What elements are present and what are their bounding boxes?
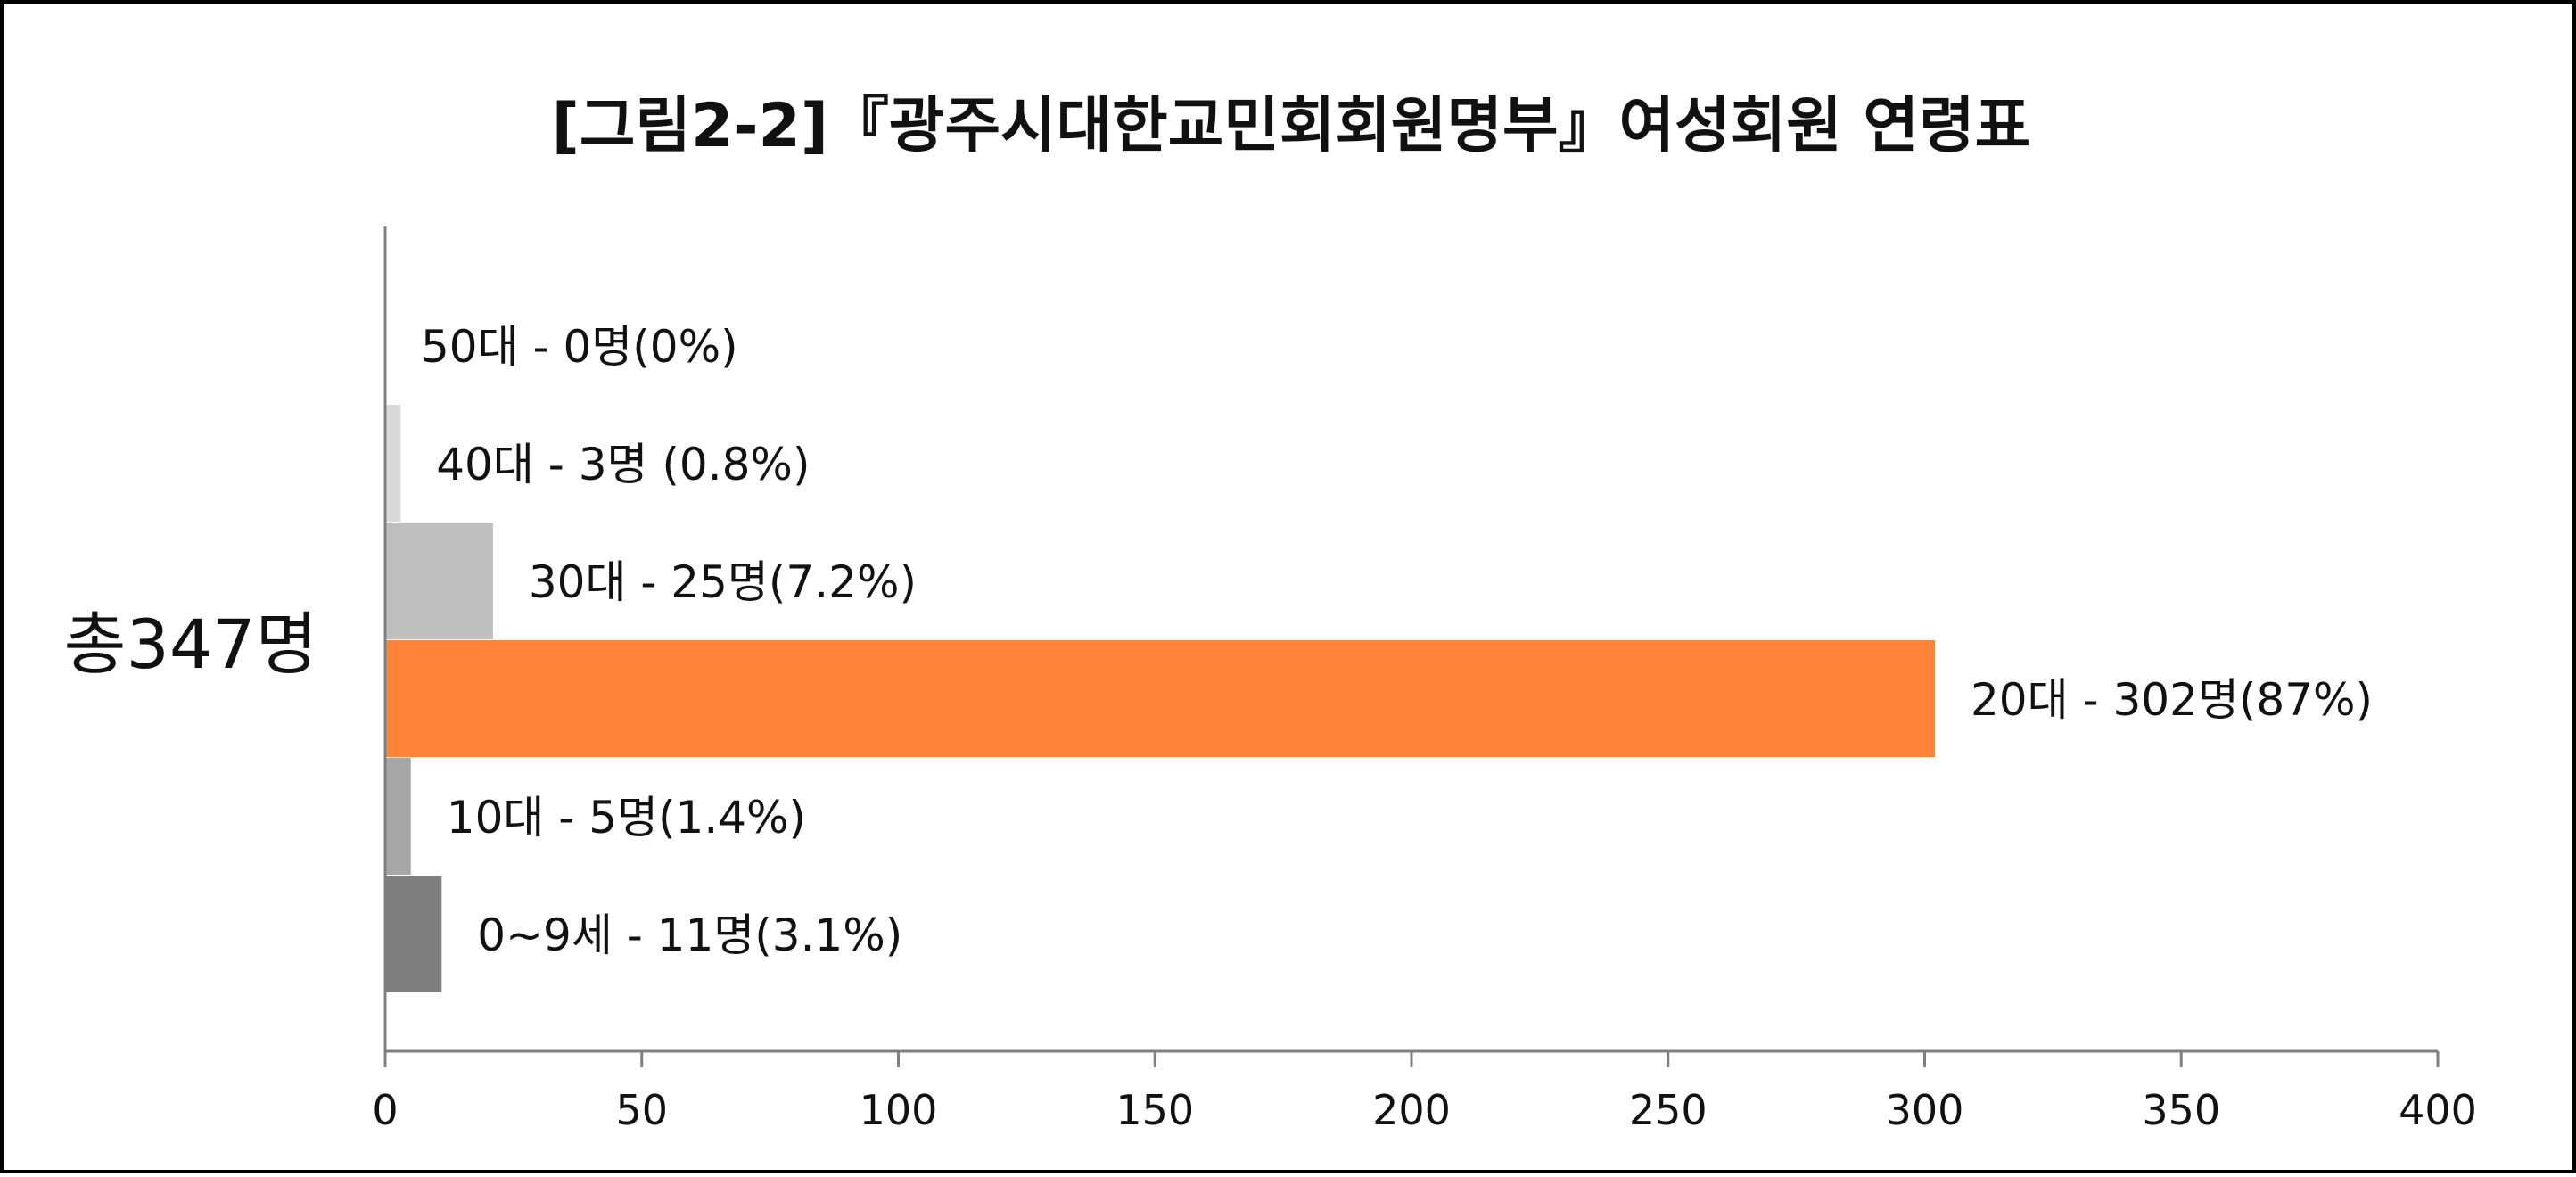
x-tick-label-6: 300: [1886, 1086, 1964, 1134]
bar-4: [385, 758, 411, 875]
bar-chart: [그림2-2]『광주시대한교민회회원명부』여성회원 연령표 총347명 50대 …: [64, 91, 2477, 1134]
axes-group: 0 50 100 150 200 250 300 350 400: [372, 226, 2477, 1134]
x-tick-label-3: 150: [1115, 1086, 1194, 1134]
data-label-3: 20대 - 302명(87%): [1971, 674, 2373, 726]
x-tick-label-0: 0: [372, 1086, 398, 1134]
category-label: 총347명: [64, 605, 318, 684]
x-tick-label-8: 400: [2399, 1086, 2477, 1134]
bar-2: [385, 523, 493, 639]
x-tick-label-5: 250: [1629, 1086, 1708, 1134]
data-label-1: 40대 - 3명 (0.8%): [436, 439, 810, 490]
data-label-4: 10대 - 5명(1.4%): [447, 792, 806, 844]
x-tick-label-4: 200: [1372, 1086, 1451, 1134]
bars-group: 50대 - 0명(0%) 40대 - 3명 (0.8%) 30대 - 25명(7.2…: [385, 321, 2373, 992]
data-label-2: 30대 - 25명(7.2%): [529, 556, 917, 608]
x-tick-label-7: 350: [2142, 1086, 2220, 1134]
chart-title: [그림2-2]『광주시대한교민회회원명부』여성회원 연령표: [552, 91, 2030, 161]
bar-5: [385, 876, 442, 992]
bar-3: [385, 640, 1936, 757]
bar-1: [385, 405, 401, 522]
x-tick-label-1: 50: [615, 1086, 668, 1134]
x-tick-label-2: 100: [860, 1086, 938, 1134]
data-label-0: 50대 - 0명(0%): [421, 321, 738, 373]
data-label-5: 0~9세 - 11명(3.1%): [477, 910, 902, 961]
